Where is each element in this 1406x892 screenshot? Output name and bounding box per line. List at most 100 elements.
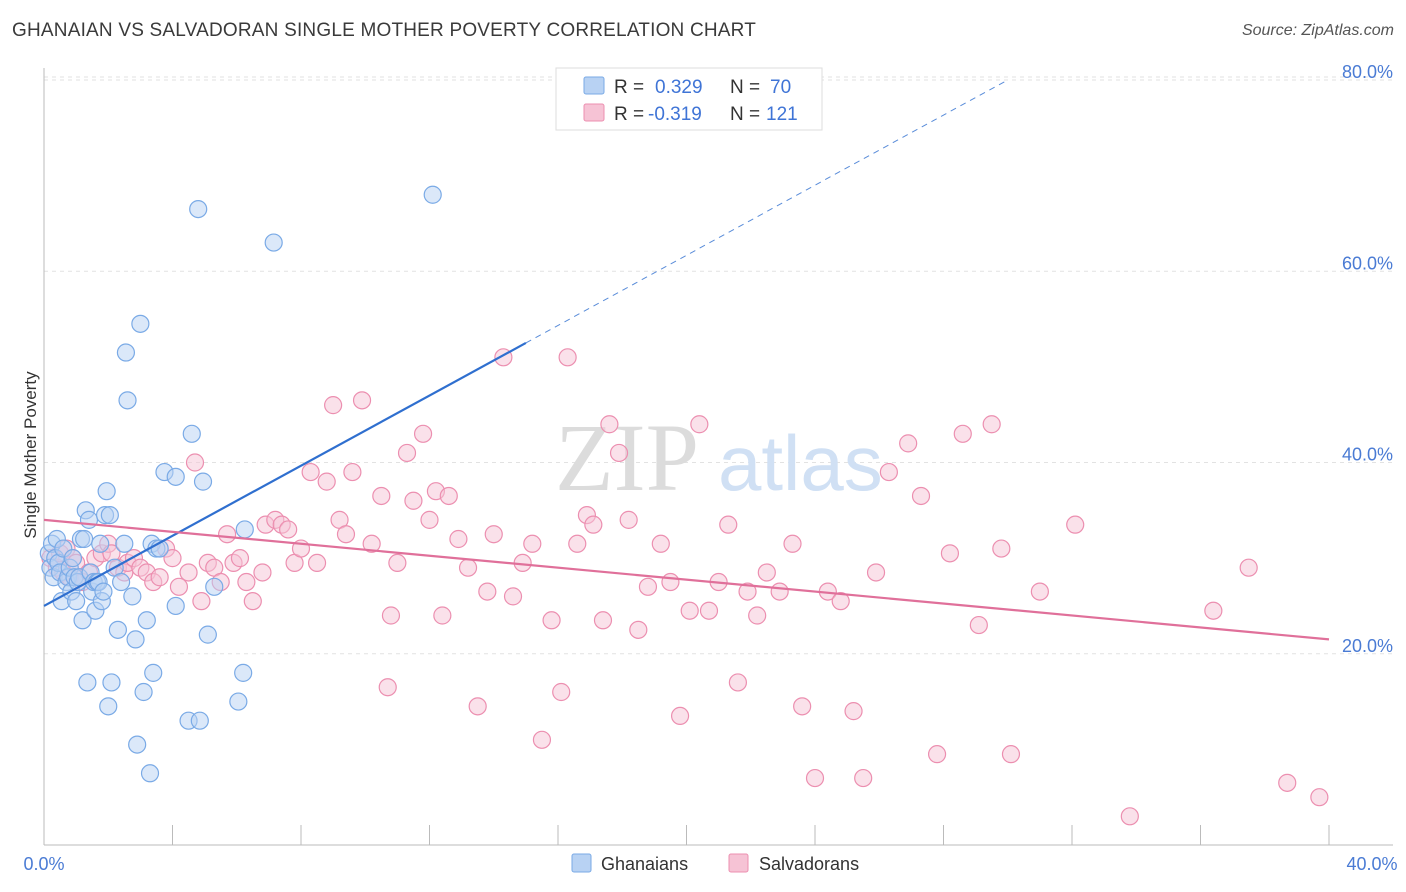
ghanaians-point-16 bbox=[67, 592, 86, 611]
ghanaians-point-50 bbox=[137, 611, 156, 630]
watermark-zip: ZIP bbox=[555, 404, 699, 511]
ghanaians-point-38 bbox=[102, 673, 121, 692]
salvadorans-point-110 bbox=[927, 745, 947, 764]
legend-salvadorans-label: Salvadorans bbox=[759, 854, 859, 874]
salvadorans-point-74 bbox=[542, 611, 561, 630]
watermark: ZIP atlas bbox=[555, 404, 883, 511]
chart-title: GHANAIAN VS SALVADORAN SINGLE MOTHER POV… bbox=[12, 20, 757, 41]
ghanaians-point-66 bbox=[229, 692, 248, 711]
salvadorans-point-60 bbox=[420, 510, 439, 529]
ghanaians-point-37 bbox=[100, 505, 119, 525]
salvadorans-point-67 bbox=[478, 582, 497, 601]
salvadorans-point-59 bbox=[413, 424, 433, 443]
ghanaians-trend-extension bbox=[525, 79, 1008, 344]
salvadorans-point-37 bbox=[253, 563, 272, 582]
ghanaians-point-60 bbox=[182, 424, 201, 443]
salvadorans-point-75 bbox=[552, 682, 571, 702]
salvadorans-n-label: N = bbox=[730, 104, 760, 125]
salvadorans-point-44 bbox=[301, 462, 320, 482]
salvadorans-point-120 bbox=[1204, 601, 1223, 620]
salvadorans-point-80 bbox=[593, 611, 613, 630]
x-tick-label-min: 0.0% bbox=[23, 854, 64, 874]
series-legend: Ghanaians Salvadorans bbox=[571, 853, 859, 874]
salvadorans-point-91 bbox=[699, 601, 719, 620]
ghanaians-point-61 bbox=[189, 199, 208, 219]
ghanaians-point-46 bbox=[126, 630, 145, 649]
ghanaians-point-43 bbox=[116, 343, 136, 362]
ghanaians-point-41 bbox=[111, 572, 131, 592]
ghanaians-point-14 bbox=[63, 549, 83, 568]
ghanaians-point-53 bbox=[144, 663, 163, 682]
salvadorans-point-114 bbox=[982, 415, 1001, 434]
salvadorans-point-79 bbox=[584, 515, 603, 534]
salvadorans-point-35 bbox=[237, 572, 256, 592]
salvadorans-point-103 bbox=[831, 592, 850, 611]
salvadorans-point-109 bbox=[911, 486, 931, 506]
watermark-atlas: atlas bbox=[718, 419, 883, 507]
legend-ghanaians-swatch bbox=[571, 853, 592, 873]
ghanaians-point-64 bbox=[198, 625, 217, 644]
salvadorans-point-123 bbox=[1310, 788, 1329, 807]
ghanaians-point-21 bbox=[75, 529, 94, 549]
salvadorans-point-86 bbox=[651, 534, 670, 553]
ghanaians-swatch bbox=[583, 76, 605, 95]
salvadorans-point-72 bbox=[523, 534, 542, 553]
x-tick-label-max: 40.0% bbox=[1346, 854, 1397, 874]
salvadorans-point-36 bbox=[243, 592, 262, 611]
salvadorans-point-53 bbox=[372, 486, 391, 506]
salvadorans-point-97 bbox=[757, 563, 776, 582]
ghanaians-point-24 bbox=[79, 510, 99, 529]
salvadorans-point-57 bbox=[397, 443, 417, 463]
salvadorans-point-104 bbox=[844, 702, 863, 721]
trend-lines bbox=[43, 79, 1330, 641]
salvadorans-point-107 bbox=[879, 462, 898, 482]
salvadorans-r-value: -0.319 bbox=[648, 104, 702, 125]
salvadorans-point-93 bbox=[719, 515, 738, 534]
salvadorans-point-84 bbox=[629, 620, 648, 639]
salvadorans-point-117 bbox=[1030, 582, 1049, 601]
salvadorans-point-50 bbox=[343, 462, 362, 482]
salvadorans-point-101 bbox=[805, 768, 825, 788]
ghanaians-r-value: 0.329 bbox=[655, 77, 703, 98]
ghanaians-point-67 bbox=[234, 663, 253, 682]
salvadorans-point-25 bbox=[169, 577, 189, 596]
salvadorans-point-105 bbox=[854, 768, 873, 788]
salvadorans-point-26 bbox=[179, 563, 198, 582]
ghanaians-point-58 bbox=[166, 596, 185, 616]
ghanaians-point-68 bbox=[235, 520, 254, 539]
ghanaians-point-23 bbox=[78, 673, 97, 692]
salvadorans-point-73 bbox=[532, 730, 552, 749]
y-tick-label-60: 60.0% bbox=[1342, 253, 1393, 273]
ghanaians-point-49 bbox=[134, 682, 153, 702]
salvadorans-point-64 bbox=[449, 529, 468, 549]
salvadorans-point-115 bbox=[992, 539, 1011, 558]
salvadorans-point-51 bbox=[352, 391, 372, 410]
ghanaians-point-65 bbox=[205, 577, 224, 596]
salvadorans-point-68 bbox=[484, 525, 503, 544]
salvadorans-point-70 bbox=[503, 587, 523, 606]
salvadorans-point-28 bbox=[192, 592, 211, 611]
ghanaians-point-31 bbox=[91, 534, 110, 553]
salvadorans-point-34 bbox=[230, 549, 250, 568]
salvadorans-point-52 bbox=[362, 534, 381, 553]
salvadorans-points bbox=[41, 348, 1329, 826]
ghanaians-point-20 bbox=[73, 611, 92, 630]
salvadorans-point-99 bbox=[783, 534, 802, 553]
gridlines bbox=[44, 76, 1393, 655]
salvadorans-point-46 bbox=[317, 472, 336, 491]
salvadorans-point-77 bbox=[568, 534, 587, 553]
salvadorans-point-22 bbox=[150, 568, 169, 587]
salvadorans-point-96 bbox=[748, 606, 767, 625]
salvadorans-point-45 bbox=[307, 553, 327, 573]
salvadorans-point-121 bbox=[1239, 558, 1258, 577]
ghanaians-point-42 bbox=[115, 534, 134, 553]
salvadorans-point-47 bbox=[324, 396, 343, 415]
axes bbox=[43, 68, 1393, 846]
salvadorans-point-118 bbox=[1066, 515, 1085, 534]
y-tick-label-80: 80.0% bbox=[1342, 62, 1393, 82]
salvadorans-point-62 bbox=[433, 606, 452, 625]
salvadorans-r-label: R = bbox=[614, 104, 644, 125]
ghanaians-point-45 bbox=[123, 587, 142, 606]
salvadorans-swatch bbox=[583, 103, 605, 122]
